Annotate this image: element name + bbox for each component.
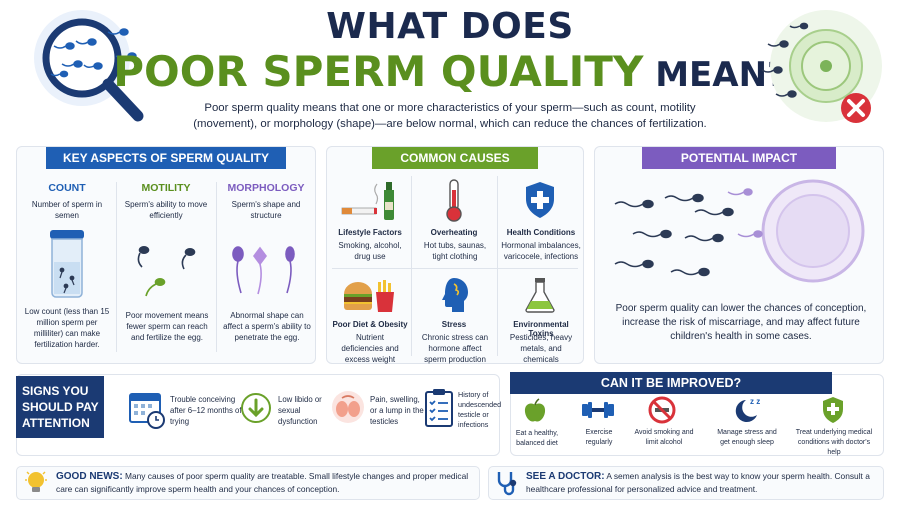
cause-overheating-title: Overheating	[430, 228, 478, 237]
cause-stress-title: Stress	[441, 320, 467, 329]
flask-icon	[525, 278, 555, 313]
aspect-count-def: Number of sperm in semen	[31, 200, 103, 220]
improve-avoid-smoking: Avoid smoking and limit alcohol	[634, 429, 694, 446]
thermometer-icon	[446, 179, 462, 222]
aspect-motility-def: Sperm's ability to move efficiently	[124, 200, 208, 220]
cause-lifestyle-title: Lifestyle Factors	[338, 228, 402, 237]
morphology-sperm-icon	[232, 246, 295, 295]
sperm-egg-illustration	[614, 179, 865, 283]
aspect-motility-heading: MOTILITY	[141, 182, 191, 194]
cause-health-title: Health Conditions	[506, 228, 576, 237]
aspect-count-detail: Low count (less than 15 million sperm pe…	[24, 307, 110, 349]
see-doctor-label: SEE A DOCTOR:	[526, 471, 605, 482]
sign-pain-swelling: Pain, swelling, or a lump in the testicl…	[370, 395, 424, 426]
cause-lifestyle-desc: Smoking, alcohol, drug use	[338, 241, 402, 261]
sample-cup-icon	[50, 230, 84, 298]
title-line-1: WHAT DOES	[326, 6, 574, 47]
signs-title-box: SIGNS YOU SHOULD PAY ATTENTION	[16, 376, 104, 438]
cause-diet-desc: Nutrient deficiencies and excess weight	[341, 333, 399, 364]
testicles-icon	[332, 391, 364, 423]
cause-toxins-title: Environmental Toxins	[513, 320, 569, 338]
aspects-title: KEY ASPECTS OF SPERM QUALITY	[46, 147, 286, 169]
sign-low-libido: Low libido or sexual dysfunction	[278, 395, 322, 426]
improve-manage-stress: Manage stress and get enough sleep	[717, 429, 777, 446]
sign-undescended-testicle: History of undescended testicle or infec…	[458, 390, 502, 429]
signs-title-line-2: SHOULD PAY	[22, 400, 99, 414]
sign-trouble-conceiving: Trouble conceiving after 6–12 months of …	[170, 395, 242, 426]
cause-stress-desc: Chronic stress can hormone affect sperm …	[421, 333, 489, 364]
aspect-morphology-def: Sperm's shape and structure	[231, 200, 301, 220]
see-doctor-bar	[488, 466, 884, 500]
good-news-text: GOOD NEWS: Many causes of poor sperm qua…	[56, 470, 476, 496]
checklist-icon	[425, 389, 453, 427]
impact-title: POTENTIAL IMPACT	[642, 147, 836, 169]
cigarette-bottle-icon	[341, 182, 394, 220]
stethoscope-icon	[497, 472, 517, 496]
signs-title-line-1: SIGNS YOU	[22, 384, 89, 398]
signs-title-line-3: ATTENTION	[22, 416, 90, 430]
good-news-bar	[16, 466, 480, 500]
improve-diet: Eat a healthy, balanced diet	[515, 430, 559, 447]
title-mean: MEAN?	[643, 55, 787, 95]
aspect-morphology-detail: Abnormal shape can affect a sperm's abil…	[223, 311, 311, 342]
aspect-count-heading: COUNT	[48, 182, 86, 194]
motility-sperm-icon	[137, 246, 196, 297]
shield-cross-icon	[526, 182, 554, 218]
improve-treat-conditions: Treat underlying medical conditions with…	[795, 429, 873, 456]
sleep-icon: z z	[735, 397, 760, 422]
intro-text: Poor sperm quality means that one or mor…	[193, 102, 707, 130]
magnifier-sperm-illustration	[34, 10, 144, 122]
cause-health-desc: Hormonal imbalances, varicocele, infecti…	[501, 241, 581, 261]
egg-sperm-illustration	[761, 10, 882, 123]
see-doctor-text: SEE A DOCTOR: A semen analysis is the be…	[526, 470, 880, 496]
down-arrow-icon	[241, 393, 271, 423]
aspect-morphology-heading: MORPHOLOGY	[227, 182, 305, 194]
improve-title: CAN IT BE IMPROVED?	[510, 372, 832, 394]
title-highlight: POOR SPERM QUALITY	[113, 47, 644, 96]
shield-icon	[823, 397, 843, 423]
improve-exercise: Exercise regularly	[585, 429, 613, 446]
head-stress-icon	[442, 278, 468, 312]
aspect-motility-detail: Poor movement means fewer sperm can reac…	[125, 311, 209, 342]
cause-toxins-desc: Pesticides, heavy metals, and chemicals	[509, 333, 573, 364]
dumbbell-icon	[582, 402, 614, 418]
good-news-label: GOOD NEWS:	[56, 471, 123, 482]
cause-diet-title: Poor Diet & Obesity	[332, 320, 408, 329]
causes-title: COMMON CAUSES	[372, 147, 538, 169]
good-news-body: Many causes of poor sperm quality are tr…	[56, 471, 469, 494]
no-smoking-icon	[648, 396, 676, 424]
calendar-icon	[129, 393, 165, 429]
apple-icon	[524, 398, 546, 422]
title-line-2: POOR SPERM QUALITY MEAN?	[0, 48, 900, 99]
svg-text:z z: z z	[750, 397, 760, 406]
lightbulb-icon	[25, 471, 47, 492]
burger-fries-icon	[344, 280, 394, 312]
impact-text: Poor sperm quality can lower the chances…	[615, 303, 867, 342]
see-doctor-body: A semen analysis is the best way to know…	[526, 471, 870, 494]
cause-overheating-desc: Hot tubs, saunas, tight clothing	[423, 241, 487, 261]
